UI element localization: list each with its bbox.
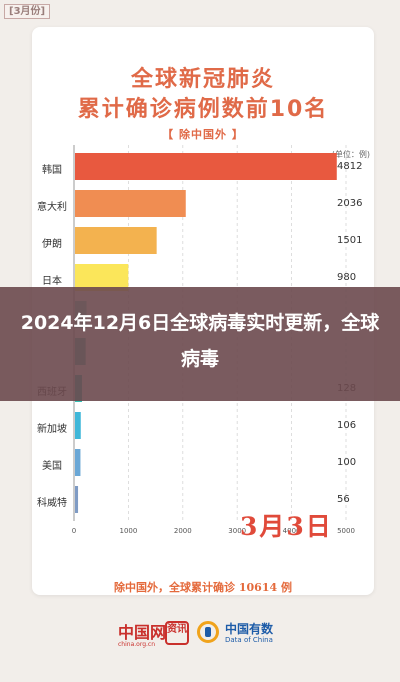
data-of-china-logo: 中国有数 — [225, 622, 274, 636]
month-tag: [3月份] — [4, 4, 51, 19]
china-net-logo: 中国网 — [118, 623, 167, 642]
value-label: 1501 — [337, 235, 363, 246]
category-label: 韩国 — [42, 165, 62, 176]
x-tick-label: 4000 — [283, 527, 301, 535]
chart-subtitle: 【 除中国外 】 — [162, 128, 244, 141]
bar — [75, 227, 157, 254]
bar — [75, 449, 81, 476]
bar — [75, 486, 79, 513]
data-of-china-sub: Data of China — [225, 636, 273, 644]
bar — [75, 412, 81, 439]
category-label: 伊朗 — [42, 239, 62, 250]
x-tick-label: 2000 — [174, 527, 192, 535]
date-annotation: 3月3日 — [240, 512, 333, 541]
category-label: 新加坡 — [37, 424, 67, 435]
chart-title-line2: 累计确诊病例数前10名 — [77, 97, 329, 122]
chart-title-line1: 全球新冠肺炎 — [130, 67, 275, 92]
x-tick-label: 5000 — [337, 527, 355, 535]
info-badge: 资讯 — [165, 621, 189, 645]
china-net-url: china.org.cn — [118, 641, 156, 648]
headline-text[interactable]: 2024年12月6日全球病毒实时更新，全球病毒 — [20, 312, 380, 370]
category-label: 日本 — [42, 276, 62, 287]
x-tick-label: 3000 — [228, 527, 246, 535]
value-label: 2036 — [337, 198, 363, 209]
headline-overlay — [0, 287, 400, 401]
value-label: 100 — [337, 457, 357, 468]
x-tick-label: 1000 — [119, 527, 137, 535]
bar — [75, 264, 129, 291]
bar-chart: 0 1000 2000 3000 4000 5000 — [72, 145, 355, 535]
bar — [75, 190, 186, 217]
logo-bar: 中国网 china.org.cn 资讯 中国有数 Data of China — [0, 615, 400, 665]
value-label: 980 — [337, 272, 357, 283]
value-label: 4812 — [337, 161, 363, 172]
bar — [75, 153, 337, 180]
value-label: 56 — [337, 494, 350, 505]
chart-footer: 除中国外，全球累计确诊 10614 例 — [114, 581, 292, 594]
unit-label: (单位：例) — [331, 150, 370, 159]
category-label: 科威特 — [37, 498, 67, 509]
value-label: 106 — [337, 420, 357, 431]
x-tick-label: 0 — [72, 527, 76, 535]
category-label: 美国 — [42, 461, 62, 472]
category-label: 意大利 — [37, 202, 67, 213]
data-of-china-icon — [197, 621, 219, 643]
